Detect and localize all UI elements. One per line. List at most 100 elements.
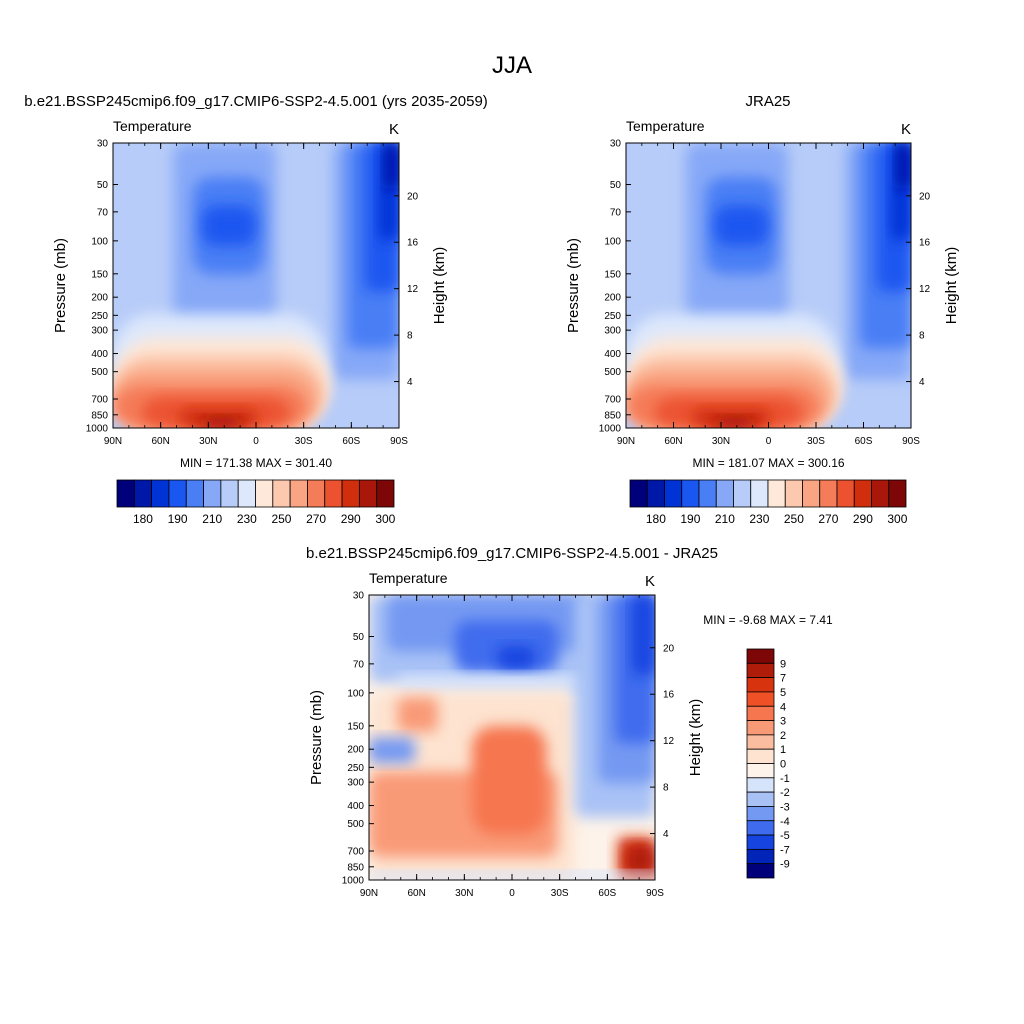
y-tick-label: 250	[347, 763, 364, 774]
colorbar-label: -1	[780, 773, 790, 785]
x-tick-label: 0	[253, 436, 259, 447]
colorbar-swatch	[746, 648, 775, 664]
y2-tick-label: 20	[919, 191, 931, 202]
colorbar-swatch	[746, 691, 775, 707]
colorbar-swatch	[802, 479, 821, 508]
colorbar-swatch	[767, 479, 786, 508]
y2-axis-label: Height (km)	[687, 699, 704, 777]
y-tick-label: 200	[91, 293, 108, 304]
y-axis-label: Pressure (mb)	[52, 238, 69, 333]
y-tick-label: 30	[610, 139, 622, 150]
y-tick-label: 50	[353, 632, 365, 643]
variable-label: Temperature	[369, 570, 448, 586]
colorbar-swatch	[698, 479, 717, 508]
colorbar-label: 4	[780, 701, 786, 713]
colorbar-label: -2	[780, 787, 790, 799]
colorbar-swatch	[307, 479, 326, 508]
x-tick-label: 0	[766, 436, 772, 447]
colorbar-label: 190	[680, 512, 700, 526]
y2-tick-label: 8	[663, 783, 669, 794]
colorbar-swatch	[116, 479, 135, 508]
colorbar: 9 7 5 4 3 2 1 0 -1 -2 -3 -4 -5 -7 -9	[746, 648, 790, 879]
colorbar-swatch	[220, 479, 239, 508]
y-tick-label: 250	[91, 311, 108, 322]
colorbar-label: 270	[818, 512, 838, 526]
colorbar-swatch	[358, 479, 378, 508]
variable-label: Temperature	[113, 118, 192, 134]
colorbar-swatch	[185, 479, 204, 508]
y-tick-label: 200	[347, 745, 364, 756]
panel-title: JRA25	[745, 93, 790, 110]
y-tick-label: 150	[347, 721, 364, 732]
variable-label: Temperature	[626, 118, 705, 134]
y-tick-label: 30	[97, 139, 109, 150]
colorbar-label: 3	[780, 716, 786, 728]
colorbar-swatch	[629, 479, 648, 508]
y2-tick-label: 16	[407, 238, 419, 249]
y-axis-label: Pressure (mb)	[565, 238, 582, 333]
x-tick-label: 90N	[104, 436, 122, 447]
colorbar-label: 180	[646, 512, 666, 526]
colorbar-label: 9	[780, 658, 786, 670]
colorbar-swatch	[746, 777, 775, 793]
units-label: K	[389, 121, 399, 138]
contour-level-region	[397, 674, 598, 692]
x-tick-label: 60N	[151, 436, 169, 447]
colorbar-swatch	[715, 479, 734, 508]
y-tick-label: 850	[347, 862, 364, 873]
y-tick-label: 50	[97, 180, 109, 191]
colorbar-swatch	[836, 479, 855, 508]
y-tick-label: 700	[91, 395, 108, 406]
min-max-stats: MIN = 171.38 MAX = 301.40	[180, 456, 332, 470]
y-tick-label: 100	[604, 236, 621, 247]
colorbar-label: 270	[306, 512, 326, 526]
colorbar-label: 230	[749, 512, 769, 526]
y-axis-label: Pressure (mb)	[308, 690, 325, 785]
chart-panel-1: b.e21.BSSP245cmip6.f09_g17.CMIP6-SSP2-4.…	[24, 93, 488, 526]
panel-title: b.e21.BSSP245cmip6.f09_g17.CMIP6-SSP2-4.…	[24, 93, 488, 110]
contour-level-region	[397, 697, 438, 732]
y2-axis-label: Height (km)	[943, 247, 960, 325]
colorbar-swatch	[151, 479, 170, 508]
colorbar-swatch	[664, 479, 683, 508]
y2-tick-label: 4	[407, 377, 413, 388]
colorbar-swatch	[746, 834, 775, 850]
colorbar-label: 250	[784, 512, 804, 526]
colorbar-label: -4	[780, 816, 790, 828]
x-tick-label: 30S	[295, 436, 313, 447]
colorbar-label: 250	[271, 512, 291, 526]
colorbar-swatch	[237, 479, 256, 508]
colorbar-label: 290	[853, 512, 873, 526]
x-tick-label: 60S	[342, 436, 360, 447]
y-tick-label: 1000	[86, 424, 109, 435]
colorbar-swatch	[784, 479, 803, 508]
colorbar-swatch	[746, 734, 775, 750]
y-tick-label: 400	[91, 349, 108, 360]
min-max-stats: MIN = 181.07 MAX = 300.16	[692, 456, 844, 470]
colorbar-label: -9	[780, 859, 790, 871]
y-tick-label: 300	[347, 778, 364, 789]
y-tick-label: 50	[610, 180, 622, 191]
y-tick-label: 400	[347, 801, 364, 812]
x-tick-label: 30N	[455, 888, 473, 899]
contour-level-region	[497, 646, 535, 670]
colorbar-label: 210	[715, 512, 735, 526]
colorbar-swatch	[255, 479, 274, 508]
y-tick-label: 850	[604, 410, 621, 421]
colorbar-swatch	[646, 479, 665, 508]
contour-level-region	[714, 416, 755, 428]
contour-field	[626, 143, 911, 428]
colorbar: 180 190 210 230 250 270 290 300	[116, 479, 396, 526]
y2-tick-label: 12	[663, 736, 675, 747]
colorbar-swatch	[733, 479, 752, 508]
colorbar-label: 300	[887, 512, 907, 526]
y-tick-label: 500	[347, 819, 364, 830]
colorbar-swatch	[853, 479, 872, 508]
contour-field	[369, 595, 655, 880]
colorbar-swatch	[341, 479, 360, 508]
y-tick-label: 1000	[342, 876, 365, 887]
contour-level-region	[201, 205, 256, 246]
y2-tick-label: 16	[663, 690, 675, 701]
colorbar-swatch	[203, 479, 222, 508]
colorbar-swatch	[888, 479, 907, 508]
